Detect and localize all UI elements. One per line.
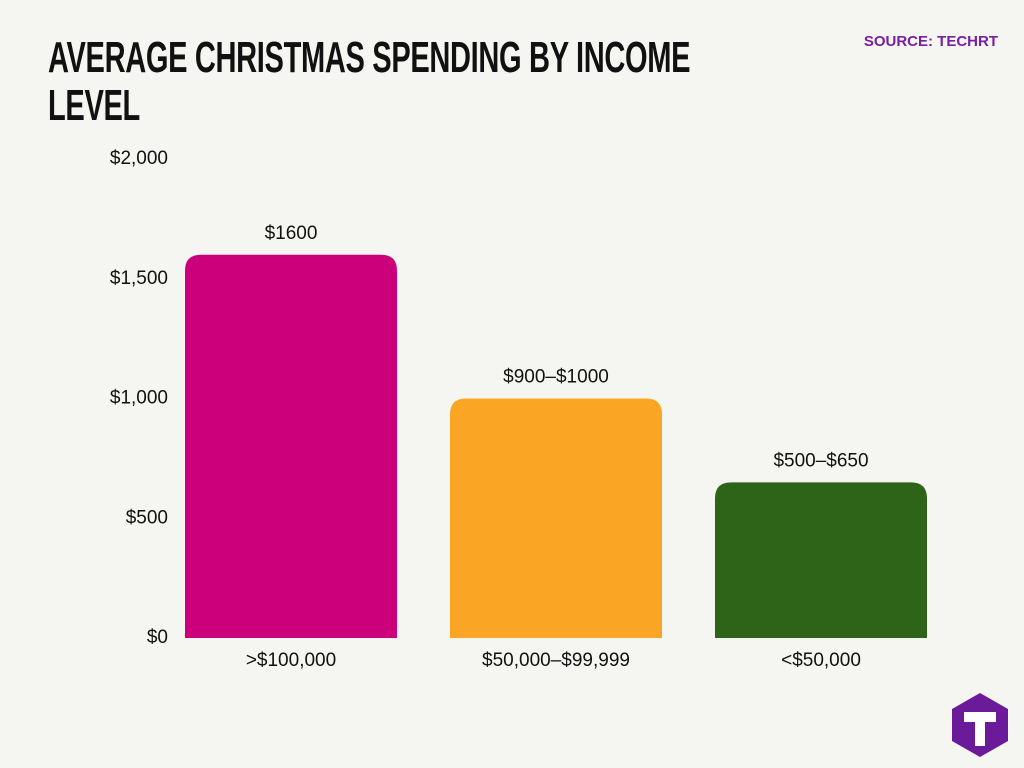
logo: [952, 693, 1008, 757]
bar: [185, 254, 397, 639]
y-tick-label: $500: [126, 507, 168, 528]
value-label: $1600: [265, 223, 318, 244]
y-tick-label: $2,000: [110, 148, 168, 169]
y-tick-label: $1,000: [110, 388, 168, 409]
value-label: $900–$1000: [503, 367, 609, 388]
x-tick-label: <$50,000: [781, 650, 861, 671]
y-tick-label: $1,500: [110, 268, 168, 289]
chart-title: AVERAGE CHRISTMAS SPENDING BY INCOME LEV…: [48, 33, 691, 130]
value-label: $500–$650: [773, 450, 868, 471]
bar: [450, 398, 662, 638]
source-note: SOURCE: TECHRT: [863, 33, 998, 50]
bar: [715, 482, 927, 638]
x-tick-label: $50,000–$99,999: [482, 650, 630, 671]
y-tick-label: $0: [147, 627, 168, 648]
x-tick-label: >$100,000: [246, 650, 336, 671]
